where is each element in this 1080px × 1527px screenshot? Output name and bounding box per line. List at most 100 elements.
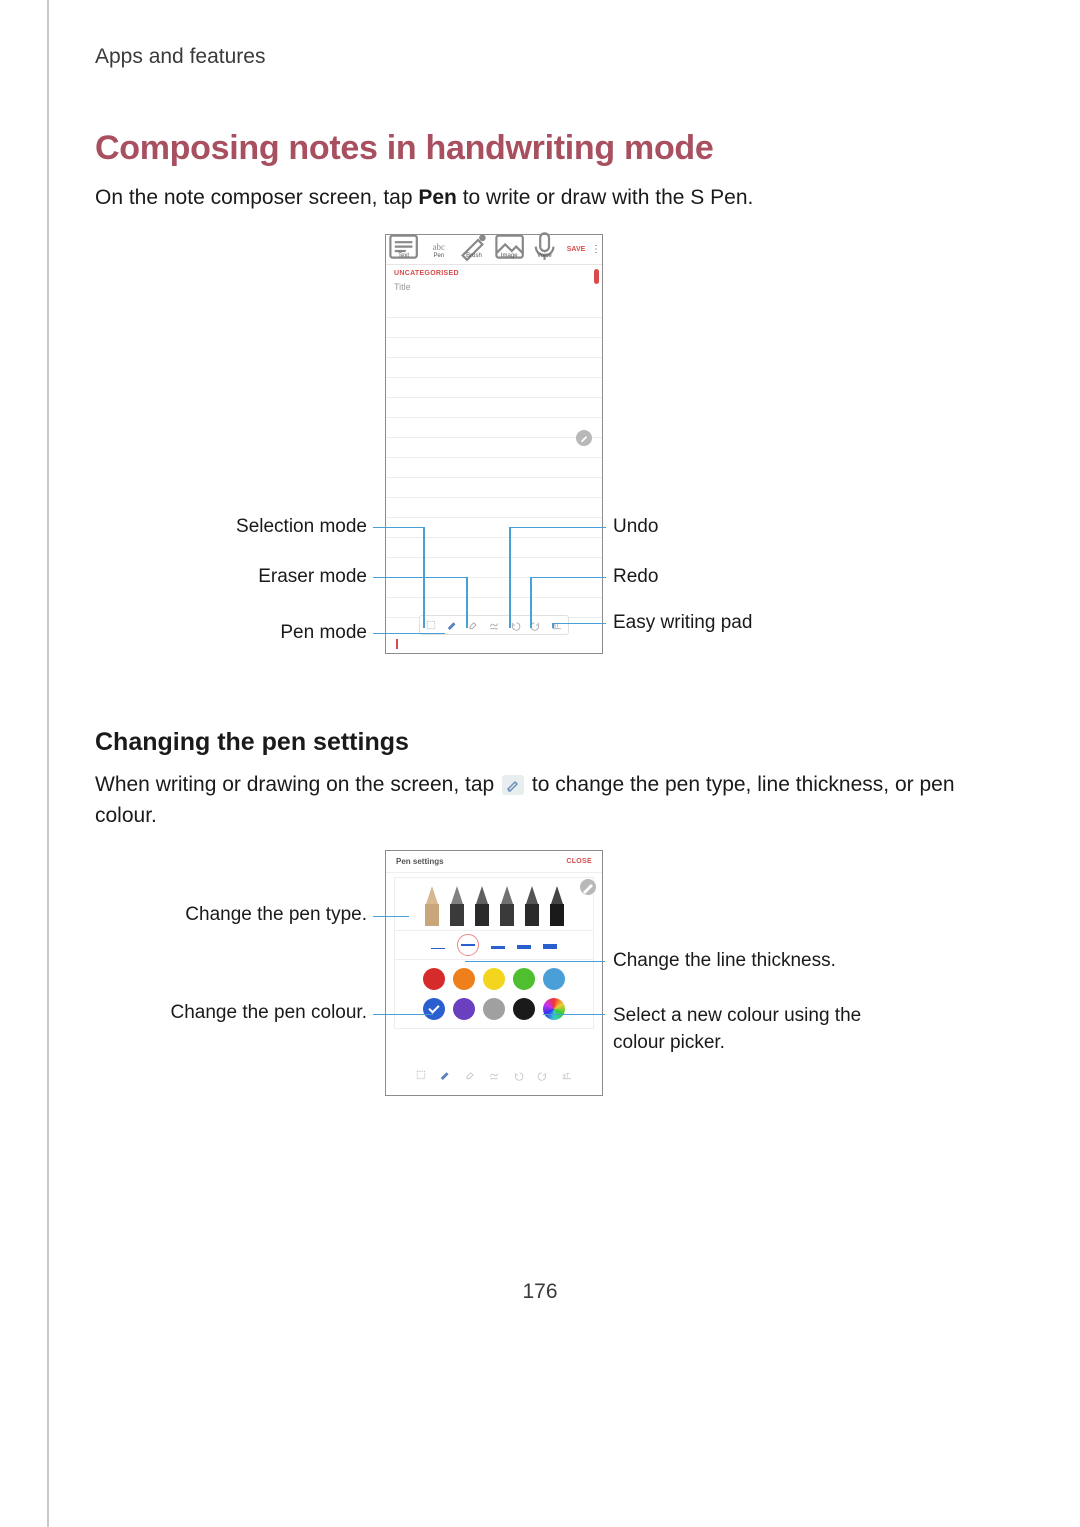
connector-line	[543, 1014, 605, 1016]
callout-easy-writing-pad: Easy writing pad	[613, 612, 752, 634]
tab-voice[interactable]: Voice	[527, 239, 562, 259]
tool-pen-icon[interactable]	[438, 1068, 452, 1082]
color-picker-swatch[interactable]	[543, 998, 565, 1020]
connector-line	[509, 527, 511, 628]
pen-type-marker[interactable]	[523, 886, 541, 926]
color-swatch[interactable]	[483, 968, 505, 990]
callout-pen-colour: Change the pen colour.	[171, 1002, 368, 1024]
tool-undo-icon[interactable]	[511, 1068, 525, 1082]
p2-pre: When writing or drawing on the screen, t…	[95, 773, 500, 796]
intro-paragraph: On the note composer screen, tap Pen to …	[95, 182, 975, 214]
callout-pen-mode: Pen mode	[280, 622, 367, 644]
writing-area[interactable]	[386, 298, 602, 618]
callout-pen-type: Change the pen type.	[185, 904, 367, 926]
connector-line	[552, 623, 606, 625]
pen-fab-icon[interactable]	[580, 879, 596, 895]
category-label[interactable]: UNCATEGORISED	[386, 265, 602, 280]
tool-easy-pad-icon[interactable]	[487, 1068, 501, 1082]
tab-pen-label: Pen	[433, 253, 444, 259]
pen-fab-icon[interactable]	[576, 430, 592, 446]
tool-text-convert-icon[interactable]: aT	[560, 1068, 574, 1082]
connector-line	[373, 527, 423, 529]
phone-screenshot-1: Text abc Pen Brush Image Voice	[385, 234, 603, 654]
connector-line	[373, 916, 409, 918]
svg-text:aT: aT	[562, 1073, 569, 1079]
connector-line	[509, 527, 606, 529]
color-swatch[interactable]	[453, 968, 475, 990]
connector-line	[465, 961, 605, 963]
pen-settings-panel	[394, 877, 594, 1029]
line-thickness-row	[395, 930, 593, 960]
note-composer-figure: Text abc Pen Brush Image Voice	[95, 234, 975, 684]
page-content: Apps and features Composing notes in han…	[95, 45, 975, 1110]
callout-undo: Undo	[613, 516, 658, 538]
tab-text[interactable]: Text	[386, 239, 421, 259]
connector-line	[552, 623, 554, 628]
callout-eraser-mode: Eraser mode	[258, 566, 367, 588]
color-swatch[interactable]	[453, 998, 475, 1020]
thickness-3[interactable]	[491, 936, 505, 954]
tab-image[interactable]: Image	[492, 239, 527, 259]
more-menu-icon[interactable]: ⋮	[590, 244, 602, 255]
color-swatch[interactable]	[543, 968, 565, 990]
intro-bold: Pen	[418, 186, 457, 209]
pen-settings-paragraph: When writing or drawing on the screen, t…	[95, 769, 975, 832]
thickness-4[interactable]	[517, 936, 531, 954]
thickness-2-selected[interactable]	[457, 934, 479, 956]
connector-line	[530, 577, 606, 579]
close-button[interactable]: CLOSE	[566, 858, 592, 865]
color-swatch[interactable]	[513, 998, 535, 1020]
pen-type-calligraphy[interactable]	[448, 886, 466, 926]
pen-type-fountain[interactable]	[423, 886, 441, 926]
color-swatch[interactable]	[423, 968, 445, 990]
color-swatch[interactable]	[423, 998, 445, 1020]
connector-line	[373, 633, 445, 635]
section-breadcrumb: Apps and features	[95, 45, 975, 69]
tab-voice-label: Voice	[537, 253, 552, 259]
save-button[interactable]: SAVE	[562, 246, 590, 253]
intro-post: to write or draw with the S Pen.	[457, 186, 753, 209]
tool-eraser-icon[interactable]	[463, 1068, 477, 1082]
tool-eraser-icon[interactable]	[466, 618, 480, 632]
callout-selection-mode: Selection mode	[236, 516, 367, 538]
tool-selection-icon[interactable]	[414, 1068, 428, 1082]
tab-text-label: Text	[398, 253, 409, 259]
connector-line	[373, 1014, 433, 1016]
callout-colour-picker: Select a new colour using the colour pic…	[613, 1002, 893, 1057]
tab-brush-label: Brush	[466, 253, 482, 259]
color-swatch[interactable]	[513, 968, 535, 990]
title-field[interactable]: Title	[386, 280, 602, 298]
connector-line	[466, 577, 468, 628]
tab-image-label: Image	[501, 253, 518, 259]
pen-type-pencil[interactable]	[498, 886, 516, 926]
page-number: 176	[0, 1280, 1080, 1304]
pen-settings-header: Pen settings CLOSE	[386, 851, 602, 873]
callout-line-thickness: Change the line thickness.	[613, 950, 836, 972]
color-swatches	[395, 960, 593, 1020]
tool-easy-pad-icon[interactable]	[487, 618, 501, 632]
intro-pre: On the note composer screen, tap	[95, 186, 418, 209]
tool-selection-icon[interactable]	[424, 618, 438, 632]
pen-type-highlighter[interactable]	[548, 886, 566, 926]
callout-redo: Redo	[613, 566, 658, 588]
cursor-indicator	[396, 639, 398, 649]
tab-pen[interactable]: abc Pen	[421, 239, 456, 259]
page-title: Composing notes in handwriting mode	[95, 129, 975, 168]
color-swatch[interactable]	[483, 998, 505, 1020]
thickness-5[interactable]	[543, 936, 557, 954]
composer-top-tabs: Text abc Pen Brush Image Voice	[386, 235, 602, 265]
pen-toolbar: aT	[419, 615, 569, 635]
connector-line	[373, 577, 466, 579]
thickness-1[interactable]	[431, 936, 445, 954]
pen-type-row	[395, 878, 593, 930]
tool-redo-icon[interactable]	[536, 1068, 550, 1082]
pen-settings-title: Pen settings	[396, 857, 444, 866]
phone-screenshot-2: Pen settings CLOSE	[385, 850, 603, 1096]
pen-settings-figure: Pen settings CLOSE	[95, 850, 975, 1110]
pen-type-pen[interactable]	[473, 886, 491, 926]
tab-brush[interactable]: Brush	[456, 239, 491, 259]
inline-pen-icon	[502, 775, 524, 795]
tool-pen-icon[interactable]	[445, 618, 459, 632]
scroll-indicator[interactable]	[594, 269, 599, 284]
pen-toolbar-2: aT	[409, 1065, 579, 1085]
